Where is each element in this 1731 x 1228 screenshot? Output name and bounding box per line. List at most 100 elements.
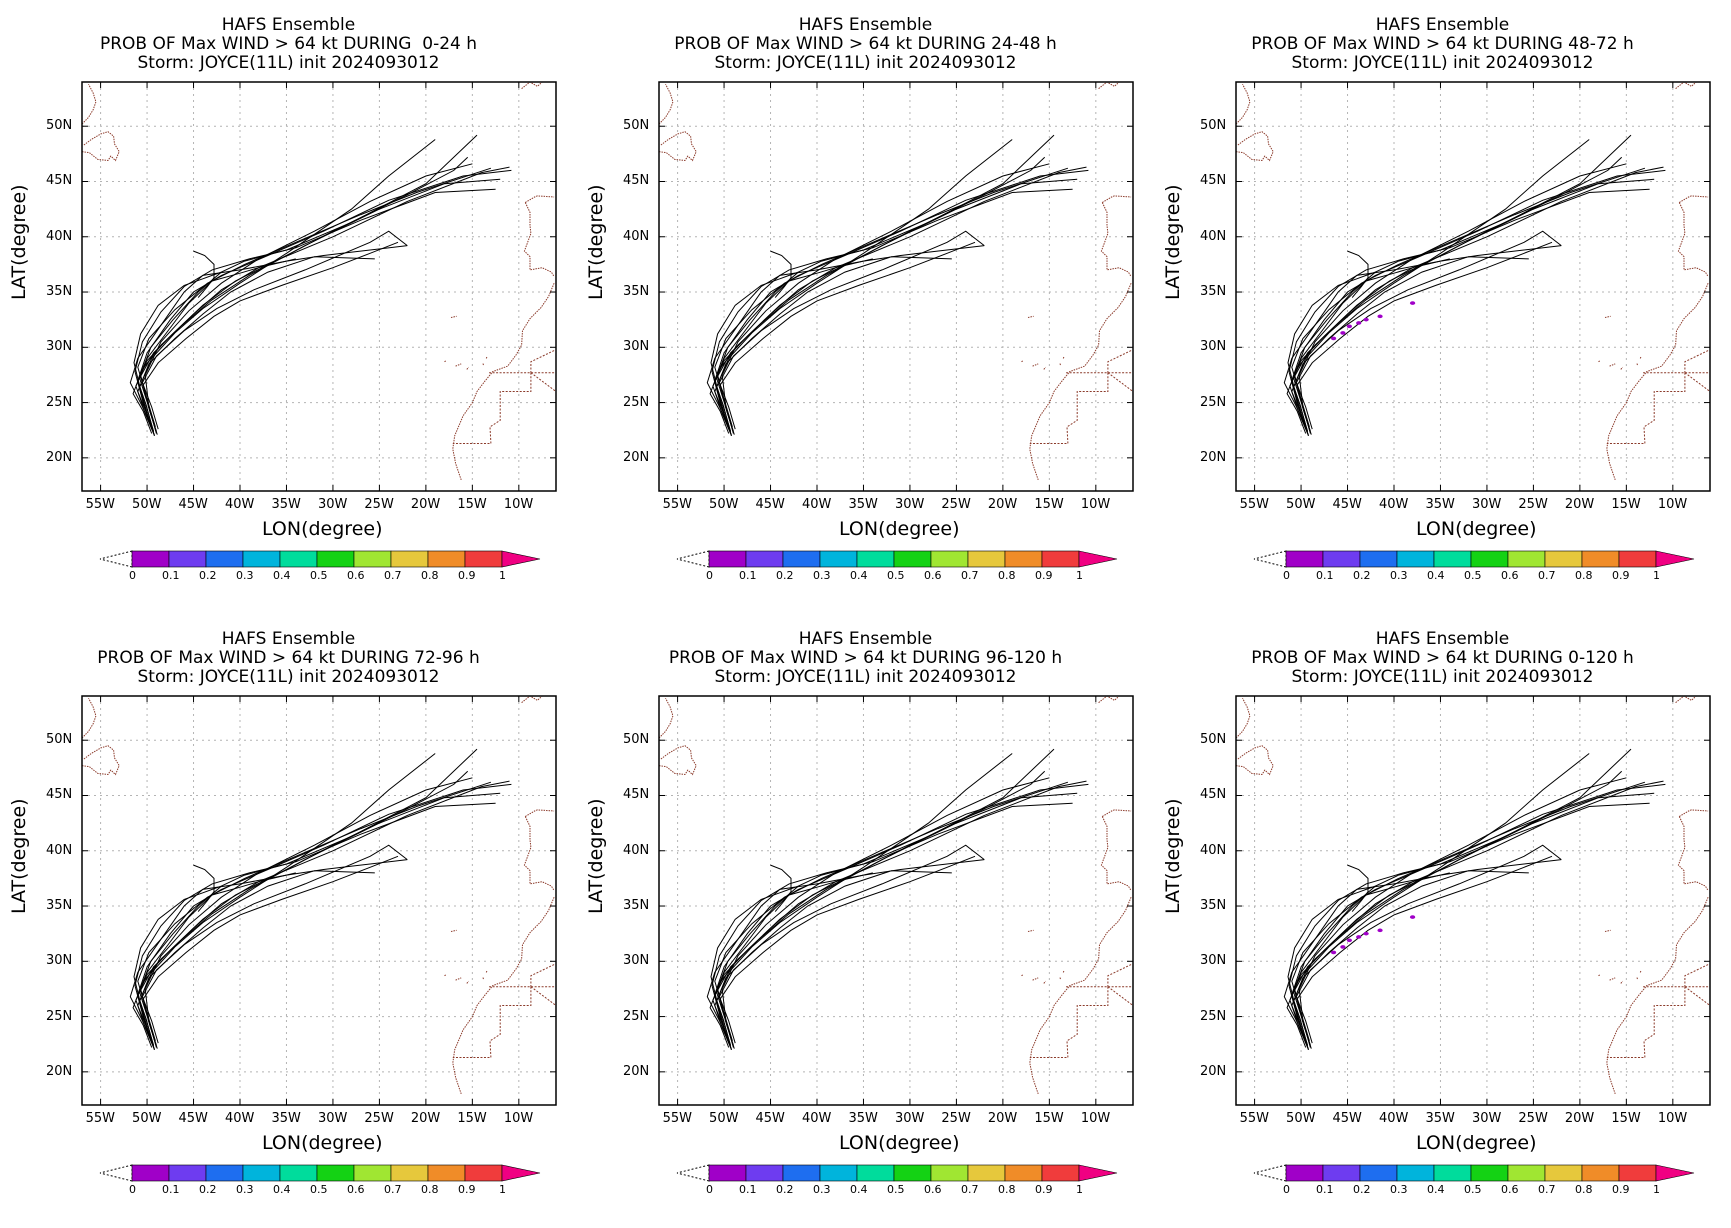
ensemble-track [1347, 864, 1369, 912]
ensemble-track [1289, 770, 1623, 1050]
colorbar-swatch [1581, 550, 1620, 568]
map-content [82, 82, 556, 481]
colorbar-label: 0.1 [739, 1183, 757, 1196]
colorbar-swatch [819, 550, 858, 568]
y-tick-label: 50N [46, 118, 73, 134]
x-tick-label: 45W [178, 1111, 208, 1126]
colorbar-label: 0.1 [162, 569, 180, 582]
coastline [482, 976, 484, 980]
map-frame [658, 81, 1134, 492]
colorbar-under-triangle [1253, 550, 1287, 568]
country-border [1107, 986, 1133, 1006]
x-tick-label: 30W [1471, 1111, 1502, 1126]
coastline [1043, 980, 1046, 984]
ensemble-track [137, 781, 492, 1042]
y-tick-label: 35N [1200, 284, 1227, 300]
colorbar-label: 1 [499, 569, 506, 582]
map-content [659, 696, 1133, 1095]
country-border [1684, 986, 1710, 1006]
coastline [1059, 976, 1061, 980]
coastline [1636, 362, 1638, 366]
x-tick-label: 40W [1379, 1111, 1409, 1126]
coastline [1236, 131, 1274, 162]
ensemble-track [1291, 753, 1590, 1050]
colorbar-over-triangle [501, 1164, 541, 1182]
coastline [1032, 977, 1039, 981]
colorbar [1253, 1164, 1695, 1182]
y-tick-label: 50N [46, 732, 73, 748]
map-content [1236, 82, 1710, 481]
colorbar-swatch [1581, 1164, 1620, 1182]
x-tick-label: 55W [85, 497, 115, 512]
x-tick-label: 15W [1611, 1111, 1641, 1126]
x-tick-label: 40W [802, 1111, 832, 1126]
coastline [1021, 360, 1024, 363]
map-svg [81, 695, 557, 1182]
x-tick-label: 30W [1471, 497, 1502, 512]
x-tick-label: 20W [987, 1111, 1018, 1126]
x-tick-label: 30W [317, 1111, 348, 1126]
colorbar-label: 0.7 [961, 1183, 979, 1196]
coastline [1029, 283, 1132, 481]
country-border [530, 372, 556, 392]
country-border [1107, 350, 1132, 373]
ensemble-track [706, 245, 985, 425]
map-frame [81, 695, 557, 1106]
colorbar-swatch [390, 1164, 429, 1182]
x-tick-label: 50W [1286, 497, 1316, 512]
coastline [1236, 83, 1251, 125]
x-tick-label: 10W [503, 1111, 534, 1126]
ensemble-track [710, 271, 799, 430]
map-panel: HAFS Ensemble PROB OF Max WIND > 64 kt DU… [1154, 614, 1731, 1228]
colorbar-swatch [856, 550, 895, 568]
colorbar-label: 0.7 [1538, 1183, 1556, 1196]
y-tick-label: 20N [623, 449, 650, 465]
colorbar-label: 0.4 [1427, 1183, 1445, 1196]
coastline [82, 131, 120, 162]
coastline [1620, 366, 1623, 370]
y-tick-label: 35N [46, 898, 73, 914]
y-tick-label: 35N [46, 284, 73, 300]
x-tick-label: 45W [755, 1111, 785, 1126]
colorbar-label: 0.2 [1353, 569, 1371, 582]
ensemble-track [137, 167, 492, 428]
coastline [1606, 897, 1709, 1095]
ensemble-track [129, 245, 408, 425]
colorbar-swatch [316, 550, 355, 568]
colorbar [1253, 550, 1695, 568]
x-tick-label: 50W [1286, 1111, 1316, 1126]
x-tick-label: 10W [1657, 1111, 1688, 1126]
colorbar-label: 0.7 [1538, 569, 1556, 582]
colorbar-label: 0.3 [236, 569, 254, 582]
country-border [1684, 964, 1709, 987]
colorbar-swatch [316, 1164, 355, 1182]
x-tick-label: 20W [1564, 1111, 1595, 1126]
ensemble-track [1286, 780, 1664, 1048]
coastline [525, 809, 555, 817]
ensemble-track [714, 753, 1013, 1050]
colorbar-label: 0.6 [1501, 569, 1519, 582]
x-tick-label: 35W [1425, 497, 1455, 512]
y-tick-label: 35N [623, 898, 650, 914]
country-border [1606, 986, 1686, 1058]
colorbar-swatch [1470, 1164, 1509, 1182]
ensemble-track [1293, 256, 1529, 433]
coastline [659, 697, 674, 739]
ensemble-track [1295, 844, 1562, 1044]
ensemble-track [133, 885, 222, 1044]
colorbar-label: 0 [1283, 569, 1290, 582]
y-tick-label: 50N [623, 732, 650, 748]
ensemble-track [1283, 859, 1562, 1039]
probability-cell [1377, 928, 1383, 933]
colorbar-swatch [131, 1164, 170, 1182]
coastline [1604, 929, 1611, 932]
x-tick-label: 35W [1425, 1111, 1455, 1126]
colorbar-swatch [782, 1164, 821, 1182]
x-tick-label: 55W [1239, 497, 1269, 512]
x-tick-label: 10W [1080, 1111, 1111, 1126]
ensemble-track [133, 271, 222, 430]
colorbar-over-triangle [1655, 1164, 1695, 1182]
y-tick-label: 40N [623, 842, 650, 858]
ensemble-track [139, 792, 501, 1047]
map-frame [1235, 695, 1711, 1106]
